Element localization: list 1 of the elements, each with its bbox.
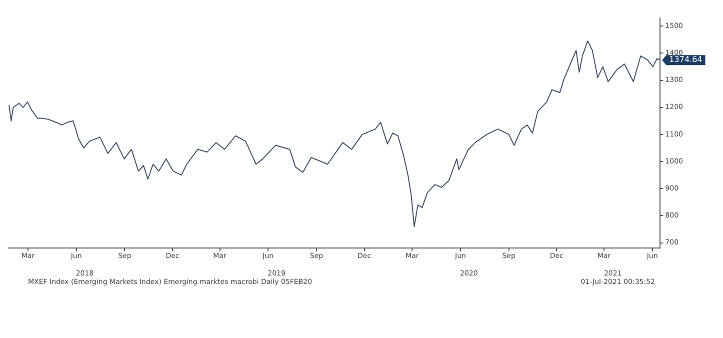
- annotation: 1374.64: [669, 55, 702, 64]
